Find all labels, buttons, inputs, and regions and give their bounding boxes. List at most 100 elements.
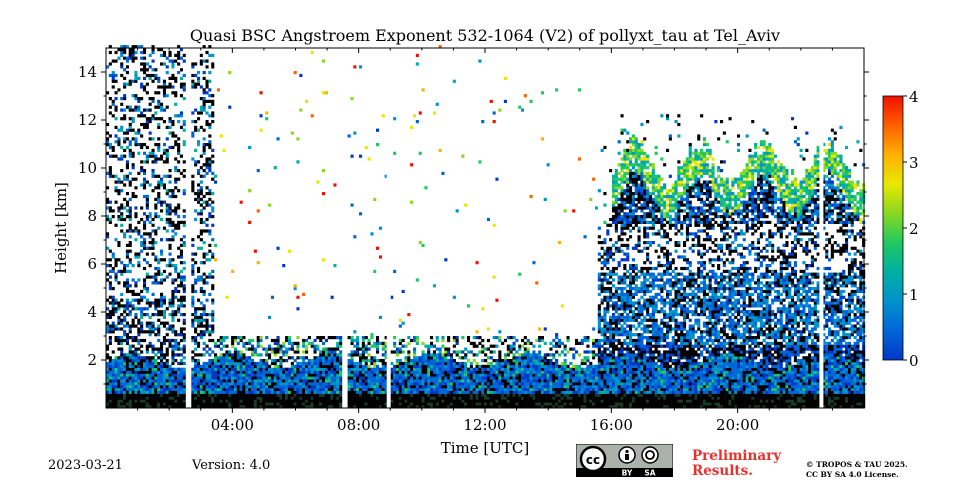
heatmap-cell <box>168 387 172 391</box>
heatmap-cell <box>219 379 223 383</box>
heatmap-cell <box>603 373 607 377</box>
heatmap-cell <box>202 163 206 167</box>
heatmap-cell <box>282 405 286 409</box>
heatmap-cell <box>174 310 178 314</box>
heatmap-cell <box>327 390 331 394</box>
heatmap-cell <box>421 350 425 354</box>
heatmap-cell <box>199 393 203 397</box>
heatmap-cell <box>140 344 144 348</box>
heatmap-cell <box>168 272 172 276</box>
heatmap-cell <box>157 269 161 273</box>
heatmap-cell <box>222 379 226 383</box>
heatmap-cell <box>134 108 138 112</box>
heatmap-cell <box>245 402 249 406</box>
heatmap-cell <box>262 370 266 374</box>
heatmap-cell <box>415 120 419 124</box>
heatmap-cell <box>296 390 300 394</box>
heatmap-cell <box>592 338 596 343</box>
heatmap-cell <box>197 387 201 391</box>
heatmap-cell <box>191 189 195 193</box>
heatmap-cell <box>162 301 166 305</box>
heatmap-cell <box>447 387 451 391</box>
heatmap-cell <box>435 393 439 397</box>
heatmap-cell <box>586 376 590 380</box>
heatmap-cell <box>182 88 186 92</box>
heatmap-cell <box>430 405 434 409</box>
heatmap-cell <box>336 376 340 380</box>
heatmap-cell <box>316 347 320 351</box>
heatmap-cell <box>540 385 544 389</box>
heatmap-cell <box>495 364 499 368</box>
heatmap-cell <box>128 226 132 230</box>
heatmap-cell <box>276 246 280 250</box>
heatmap-cell <box>114 272 118 276</box>
heatmap-cell <box>398 402 402 406</box>
heatmap-cell <box>131 321 135 325</box>
heatmap-cell <box>128 125 132 129</box>
heatmap-cell <box>310 373 314 377</box>
heatmap-cell <box>160 387 164 391</box>
heatmap-cell <box>123 266 127 271</box>
heatmap-cell <box>526 405 530 409</box>
heatmap-cell <box>265 376 269 380</box>
heatmap-cell <box>276 379 280 383</box>
heatmap-cell <box>160 385 164 389</box>
heatmap-cell <box>182 393 186 397</box>
heatmap-cell <box>208 192 212 196</box>
heatmap-cell <box>441 385 445 389</box>
heatmap-cell <box>293 385 297 389</box>
heatmap-cell <box>228 359 232 363</box>
heatmap-cell <box>191 356 195 360</box>
heatmap-cell <box>108 327 112 331</box>
heatmap-cell <box>481 396 485 400</box>
heatmap-cell <box>202 194 206 199</box>
heatmap-cell <box>171 344 175 348</box>
heatmap-cell <box>370 382 374 386</box>
heatmap-cell <box>302 292 306 296</box>
heatmap-cell <box>160 53 164 57</box>
heatmap-cell <box>216 376 220 380</box>
heatmap-cell <box>282 367 286 371</box>
heatmap-cell <box>202 318 206 322</box>
heatmap-cell <box>580 338 584 343</box>
heatmap-cell <box>208 169 212 173</box>
heatmap-cell <box>597 272 601 276</box>
heatmap-cell <box>378 373 382 377</box>
heatmap-cell <box>174 399 178 403</box>
heatmap-cell <box>441 336 445 340</box>
heatmap-cell <box>296 336 300 340</box>
heatmap-cell <box>128 82 132 86</box>
heatmap-cell <box>137 128 141 132</box>
heatmap-cell <box>390 350 394 354</box>
heatmap-cell <box>117 281 121 285</box>
heatmap-cell <box>307 393 311 397</box>
heatmap-cell <box>575 385 579 389</box>
heatmap-cell <box>407 367 411 371</box>
heatmap-cell <box>432 356 436 360</box>
heatmap-cell <box>160 393 164 397</box>
heatmap-cell <box>108 301 112 305</box>
heatmap-cell <box>151 229 155 233</box>
heatmap-cell <box>199 336 203 340</box>
heatmap-cell <box>131 94 135 98</box>
heatmap-cell <box>404 405 408 409</box>
heatmap-cell <box>157 338 161 343</box>
heatmap-cell <box>603 287 607 291</box>
heatmap-cell <box>529 376 533 380</box>
heatmap-cell <box>327 393 331 397</box>
heatmap-cell <box>356 370 360 374</box>
heatmap-cell <box>455 353 459 357</box>
heatmap-cell <box>145 82 149 86</box>
heatmap-cell <box>225 399 229 403</box>
heatmap-cell <box>114 140 118 144</box>
heatmap-cell <box>600 359 604 363</box>
heatmap-cell <box>339 370 343 374</box>
heatmap-cell <box>199 382 203 386</box>
heatmap-cell <box>535 364 539 368</box>
heatmap-cell <box>120 157 124 161</box>
heatmap-cell <box>347 396 351 400</box>
heatmap-cell <box>143 382 147 386</box>
heatmap-cell <box>131 370 135 374</box>
heatmap-cell <box>327 385 331 389</box>
heatmap-cell <box>526 353 530 357</box>
